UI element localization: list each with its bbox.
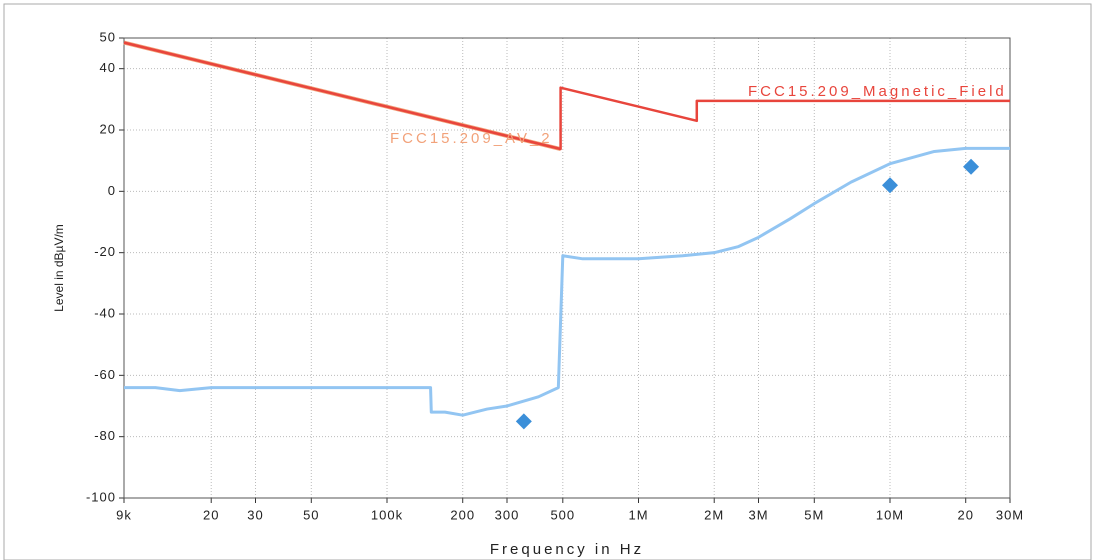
x-tick-label: 200 — [450, 507, 475, 522]
y-tick-label: -60 — [94, 367, 116, 382]
y-tick-label: -40 — [94, 305, 116, 320]
x-tick-label: 1M — [628, 507, 648, 522]
y-tick-label: -20 — [94, 244, 116, 259]
marker — [963, 158, 980, 175]
x-tick-label: 10M — [876, 507, 904, 522]
x-tick-label: 20 — [203, 507, 219, 522]
x-tick-label: 30M — [996, 507, 1024, 522]
marker — [515, 413, 532, 430]
series-line — [124, 146, 1010, 417]
x-tick-label: 500 — [550, 507, 575, 522]
marker — [882, 177, 899, 194]
y-tick-label: -100 — [86, 489, 116, 504]
series-label: FCC15.209_Magnetic_Field — [748, 83, 1007, 100]
y-axis-label: Level in dBµV/m — [52, 224, 66, 312]
y-tick-label: 0 — [108, 183, 116, 198]
y-tick-label: 50 — [100, 29, 116, 44]
frame — [3, 3, 1092, 560]
x-tick-label: 30 — [247, 507, 263, 522]
x-tick-label: 5M — [804, 507, 824, 522]
x-tick-label: 20 — [957, 507, 973, 522]
plot-border — [123, 37, 1011, 499]
x-tick-label: 2M — [704, 507, 724, 522]
x-tick-label: 50 — [303, 507, 319, 522]
x-tick-label: 300 — [495, 507, 520, 522]
series-label: FCC15.209_AV_2 — [390, 130, 553, 147]
x-tick-label: 3M — [748, 507, 768, 522]
plot-area — [124, 38, 1010, 498]
y-tick-label: 20 — [100, 121, 116, 136]
x-axis-label: Frequency in Hz — [490, 541, 644, 558]
series-line — [123, 41, 1010, 151]
y-tick-label: 40 — [100, 60, 116, 75]
x-tick-label: 100k — [371, 507, 403, 522]
x-tick-label: 9k — [116, 507, 132, 522]
y-tick-label: -80 — [94, 428, 116, 443]
